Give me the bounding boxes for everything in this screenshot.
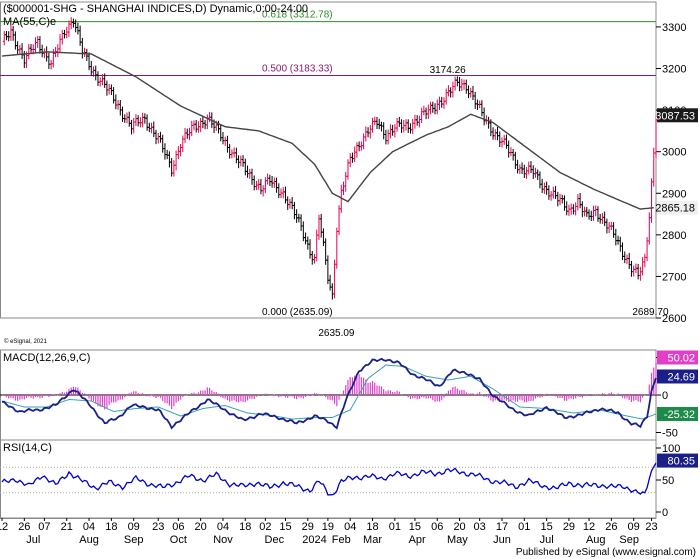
price-annotation: 0.000 (2635.09) — [262, 307, 333, 318]
x-tick-label: 07 — [38, 521, 50, 533]
x-tick-label: 01 — [389, 521, 401, 533]
x-tick-label: 20 — [195, 521, 207, 533]
x-tick-label: 03 — [474, 521, 486, 533]
macd-line — [2, 357, 657, 430]
macd-label: MACD(12,26,9,C) — [3, 352, 90, 364]
price-tick-label: 2800 — [662, 230, 686, 242]
macd-badge: 24.69 — [667, 371, 695, 383]
x-axis: 12 26 07 21 04 18 09 23 06 20 04 18 02 15 29 19 04 18 01 15… — [0, 518, 658, 546]
x-tick-label: 09 — [128, 521, 140, 533]
x-month-label: Jun — [493, 534, 511, 546]
price-badge-bg — [657, 108, 698, 123]
price-annotation: 3174.26 — [430, 65, 467, 76]
macd-badge-bg — [657, 406, 698, 421]
x-tick-label: 15 — [409, 521, 421, 533]
x-month-label: Sep — [124, 534, 144, 546]
x-tick-label: 04 — [217, 521, 229, 533]
price-tick-label: 2900 — [662, 188, 686, 200]
chart-title: ($000001-SHG - SHANGHAI INDICES,D) Dynam… — [3, 3, 308, 15]
price-annotation: 2635.09 — [318, 328, 355, 339]
x-tick-label: 15 — [279, 521, 291, 533]
rsi-label: RSI(14,C) — [3, 442, 52, 454]
x-month-label: Feb — [332, 534, 351, 546]
price-annotation: 2689.70 — [632, 307, 669, 318]
ma-line — [1, 51, 654, 210]
macd-tick-label: -50 — [662, 428, 678, 440]
rsi-tick-label: 100 — [662, 443, 680, 455]
x-tick-label: 12 — [0, 521, 8, 533]
rsi-panel: 100 50 0 80.35 — [0, 439, 698, 519]
price-tick-label: 2600 — [662, 313, 686, 325]
x-tick-label: 19 — [322, 521, 334, 533]
x-month-label: Sep — [619, 534, 639, 546]
x-tick-label: 01 — [518, 521, 530, 533]
x-tick-label: 23 — [152, 521, 164, 533]
rsi-badge: 80.35 — [667, 456, 695, 468]
x-tick-label: 21 — [61, 521, 73, 533]
price-tick-label: 3200 — [662, 64, 686, 76]
x-month-label: Jul — [540, 534, 554, 546]
x-tick-label: 06 — [431, 521, 443, 533]
x-tick-label: 20 — [453, 521, 465, 533]
x-tick-label: 29 — [563, 521, 575, 533]
x-month-label: Nov — [213, 534, 233, 546]
x-month-label: Mar — [363, 534, 382, 546]
x-month-label: May — [447, 534, 468, 546]
x-tick-label: 18 — [105, 521, 117, 533]
macd-badge-bg — [657, 369, 698, 384]
rsi-tick-label: 0 — [662, 507, 668, 519]
watermark: © eSignal, 2021 — [4, 338, 47, 345]
x-month-label: Apr — [409, 534, 426, 546]
price-badge-bg — [657, 200, 698, 215]
price-tick-label: 3000 — [662, 147, 686, 159]
ma-label: MA(55,C)e — [3, 16, 56, 28]
price-panel: 260027002800290030003100320033000.618 (3… — [0, 1, 698, 339]
macd-tick-label: 0 — [662, 390, 668, 402]
x-tick-label: 26 — [605, 521, 617, 533]
price-badge: 2865.18 — [655, 203, 695, 215]
x-month-label: Aug — [79, 534, 99, 546]
x-month-label: Oct — [170, 534, 187, 546]
macd-badge: -25.32 — [664, 409, 695, 421]
fib-level-label: 0.618 (3312.78) — [262, 10, 333, 21]
macd-badge-bg — [657, 350, 698, 365]
x-tick-label: 29 — [302, 521, 314, 533]
footer-credit: Published by eSignal (www.esignal.com) — [516, 547, 696, 558]
x-tick-label: 12 — [583, 521, 595, 533]
x-tick-label: 18 — [366, 521, 378, 533]
x-tick-label: 15 — [541, 521, 553, 533]
price-tick-label: 3300 — [662, 22, 686, 34]
x-tick-label: 26 — [18, 521, 30, 533]
x-month-label: Dec — [265, 534, 285, 546]
x-month-label: Aug — [586, 534, 606, 546]
macd-badge: 50.02 — [667, 352, 695, 364]
x-month-label: Jul — [26, 534, 40, 546]
fib-level-label: 0.500 (3183.33) — [262, 63, 333, 74]
x-month-label: 2024 — [302, 534, 326, 546]
x-tick-label: 09 — [628, 521, 640, 533]
x-tick-label: 06 — [172, 521, 184, 533]
x-tick-label: 04 — [83, 521, 95, 533]
rsi-plot-frame — [0, 439, 657, 519]
x-tick-label: 02 — [259, 521, 271, 533]
x-tick-label: 04 — [344, 521, 356, 533]
price-badge: 3087.53 — [655, 110, 695, 122]
x-tick-label: 17 — [496, 521, 508, 533]
price-tick-label: 2700 — [662, 271, 686, 283]
rsi-line — [1, 462, 657, 496]
x-tick-label: 18 — [239, 521, 251, 533]
rsi-badge-bg — [657, 453, 698, 468]
rsi-tick-label: 50 — [662, 475, 674, 487]
x-tick-label: 23 — [645, 521, 657, 533]
